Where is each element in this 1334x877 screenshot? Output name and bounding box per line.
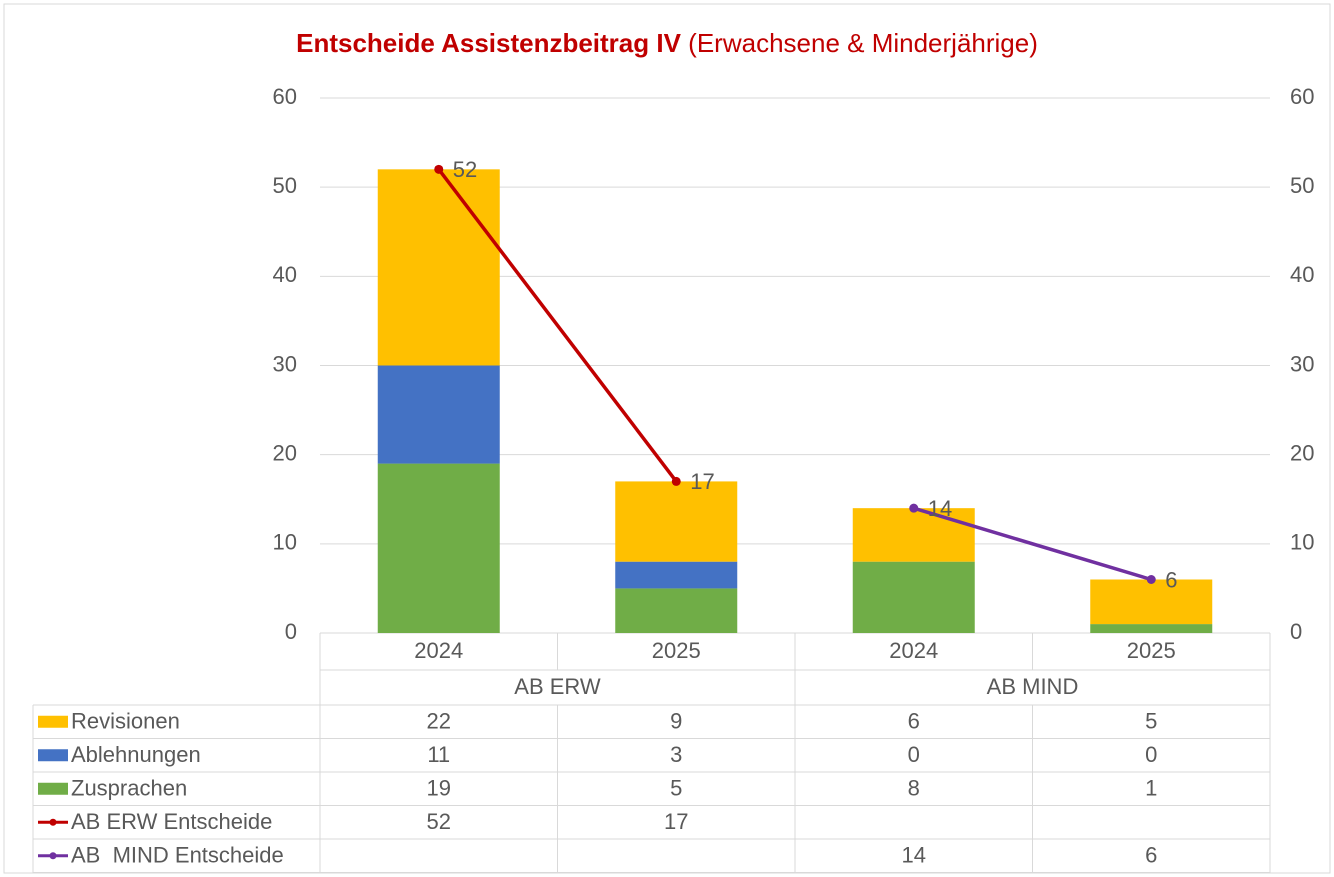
- bar-segment: [1090, 624, 1213, 633]
- bar-segment: [852, 508, 975, 562]
- bar-segment: [615, 588, 738, 633]
- legend-label: Zusprachen: [71, 776, 187, 801]
- line-marker: [909, 503, 919, 513]
- table-value: 17: [664, 809, 688, 834]
- x-tick-label: 2024: [414, 638, 463, 663]
- y2-tick-label: 50: [1290, 173, 1314, 198]
- table-value: 9: [670, 709, 682, 734]
- line-marker: [671, 476, 681, 486]
- legend-label: AB ERW Entscheide: [71, 809, 272, 834]
- table-value: 11: [427, 742, 450, 767]
- bar-segment: [377, 365, 500, 464]
- y-tick-label: 40: [273, 262, 297, 287]
- data-label: 52: [453, 157, 477, 182]
- table-value: 3: [670, 742, 682, 767]
- group-label: AB ERW: [514, 674, 601, 699]
- table-value: 5: [670, 776, 682, 801]
- legend-label: Ablehnungen: [71, 742, 201, 767]
- y2-tick-label: 60: [1290, 84, 1314, 109]
- x-tick-label: 2025: [652, 638, 701, 663]
- y-tick-label: 50: [273, 173, 297, 198]
- data-label: 14: [928, 496, 952, 521]
- legend-label: AB MIND Entscheide: [71, 843, 284, 868]
- y2-tick-label: 30: [1290, 351, 1314, 376]
- table-value: 1: [1145, 776, 1157, 801]
- y-tick-label: 20: [273, 440, 297, 465]
- table-value: 19: [427, 776, 451, 801]
- table-value: 8: [908, 776, 920, 801]
- bar-segment: [377, 463, 500, 633]
- line-marker: [1146, 575, 1156, 584]
- table-value: 0: [1145, 742, 1157, 767]
- legend-key: [38, 715, 68, 728]
- title-sub: (Erwachsene & Minderjährige): [688, 28, 1038, 58]
- chart-frame: [3, 3, 1331, 874]
- line: [437, 168, 678, 483]
- y2-tick-label: 20: [1290, 440, 1314, 465]
- legend-key-marker: [49, 818, 57, 826]
- table-value: 6: [908, 709, 920, 734]
- data-label: 6: [1165, 567, 1177, 592]
- table-value: 6: [1145, 843, 1157, 868]
- legend-key: [38, 749, 68, 762]
- legend-label: Revisionen: [71, 709, 180, 734]
- y-tick-label: 60: [273, 84, 297, 109]
- y2-tick-label: 10: [1290, 530, 1314, 555]
- y2-tick-label: 0: [1290, 619, 1302, 644]
- x-tick-label: 2025: [1127, 638, 1176, 663]
- line: [913, 506, 1152, 582]
- table-value: 22: [427, 709, 451, 734]
- chart-title: Entscheide Assistenzbeitrag IV (Erwachse…: [296, 28, 1038, 58]
- table-value: 5: [1145, 709, 1157, 734]
- y-tick-label: 10: [273, 530, 297, 555]
- table-value: 52: [427, 809, 451, 834]
- bar-segment: [852, 561, 975, 633]
- legend-key-marker: [49, 852, 57, 860]
- bar-segment: [615, 481, 738, 562]
- bar-segment: [377, 169, 500, 366]
- y-tick-label: 0: [285, 619, 297, 644]
- bar-segment: [1090, 579, 1213, 625]
- y-tick-label: 30: [273, 351, 297, 376]
- y2-tick-label: 40: [1290, 262, 1314, 287]
- bar-segment: [615, 561, 738, 589]
- table-value: 14: [902, 843, 926, 868]
- group-label: AB MIND: [987, 674, 1079, 699]
- data-label: 17: [690, 469, 714, 494]
- title-main: Entscheide Assistenzbeitrag IV: [296, 28, 681, 58]
- table-value: 0: [908, 742, 920, 767]
- x-tick-label: 2024: [889, 638, 938, 663]
- legend-key: [38, 782, 68, 795]
- line-marker: [434, 164, 444, 174]
